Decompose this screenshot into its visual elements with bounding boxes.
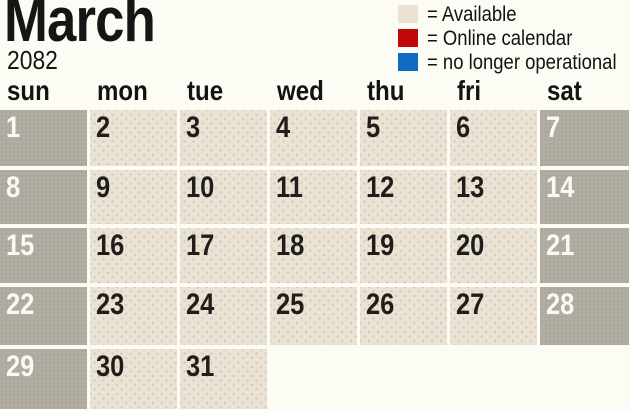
day-number: 27 — [456, 288, 485, 321]
day-number: 13 — [456, 171, 485, 204]
day-number: 25 — [276, 288, 305, 321]
day-cell-28[interactable]: 28 — [540, 287, 629, 345]
day-cell-5[interactable]: 5 — [360, 110, 447, 166]
day-number: 10 — [186, 171, 215, 204]
day-cell-17[interactable]: 17 — [180, 228, 267, 283]
legend-label-online-calendar: = Online calendar — [427, 26, 573, 50]
day-number: 29 — [6, 350, 35, 383]
day-cell-11[interactable]: 11 — [270, 170, 357, 224]
day-cell-7[interactable]: 7 — [540, 110, 629, 166]
no-longer-operational-swatch — [398, 53, 418, 71]
day-cell-21[interactable]: 21 — [540, 228, 629, 283]
day-cell-20[interactable]: 20 — [450, 228, 537, 283]
day-header-mon: mon — [97, 75, 148, 106]
day-number: 15 — [6, 229, 35, 262]
day-number: 2 — [96, 111, 111, 144]
day-number: 26 — [366, 288, 395, 321]
day-number: 1 — [6, 111, 21, 144]
day-number: 31 — [186, 350, 215, 383]
empty-cell — [270, 349, 357, 409]
legend-item-no-longer-operational: = no longer operational — [398, 50, 630, 74]
day-number: 14 — [546, 171, 575, 204]
day-number: 20 — [456, 229, 485, 262]
day-header-tue: tue — [187, 75, 224, 106]
legend-item-online-calendar: = Online calendar — [398, 26, 630, 50]
day-number: 23 — [96, 288, 125, 321]
day-header-thu: thu — [367, 75, 405, 106]
day-cell-4[interactable]: 4 — [270, 110, 357, 166]
day-header-fri: fri — [457, 75, 482, 106]
day-number: 24 — [186, 288, 215, 321]
day-cell-10[interactable]: 10 — [180, 170, 267, 224]
year-label: 2082 — [7, 47, 65, 73]
day-cell-27[interactable]: 27 — [450, 287, 537, 345]
day-cell-22[interactable]: 22 — [0, 287, 87, 345]
day-cell-23[interactable]: 23 — [90, 287, 177, 345]
available-swatch — [398, 5, 418, 23]
day-number: 18 — [276, 229, 305, 262]
empty-cell — [540, 349, 629, 409]
day-cell-14[interactable]: 14 — [540, 170, 629, 224]
day-cell-26[interactable]: 26 — [360, 287, 447, 345]
day-number: 9 — [96, 171, 111, 204]
day-number: 4 — [276, 111, 291, 144]
day-cell-15[interactable]: 15 — [0, 228, 87, 283]
month-title: March — [4, 0, 182, 52]
day-cell-3[interactable]: 3 — [180, 110, 267, 166]
day-number: 12 — [366, 171, 395, 204]
legend-item-available: = Available — [398, 2, 630, 26]
day-number: 5 — [366, 111, 381, 144]
legend-label-no-longer-operational: = no longer operational — [427, 50, 617, 74]
day-cell-1[interactable]: 1 — [0, 110, 87, 166]
day-cell-2[interactable]: 2 — [90, 110, 177, 166]
legend: = Available = Online calendar = no longe… — [398, 2, 630, 74]
day-cell-16[interactable]: 16 — [90, 228, 177, 283]
day-number: 17 — [186, 229, 215, 262]
day-cell-19[interactable]: 19 — [360, 228, 447, 283]
day-number: 30 — [96, 350, 125, 383]
day-header-wed: wed — [277, 75, 324, 106]
day-number: 19 — [366, 229, 395, 262]
day-header-sat: sat — [547, 75, 582, 106]
day-cell-30[interactable]: 30 — [90, 349, 177, 409]
day-cell-8[interactable]: 8 — [0, 170, 87, 224]
day-cell-25[interactable]: 25 — [270, 287, 357, 345]
calendar-grid: 1 2 3 4 5 6 7 8 9 10 11 12 13 14 15 16 17 18 19 20 21 22 23 24 2… — [0, 110, 629, 409]
empty-cell — [450, 349, 537, 409]
day-cell-18[interactable]: 18 — [270, 228, 357, 283]
day-header-sun: sun — [7, 75, 50, 106]
day-number: 11 — [276, 171, 303, 204]
year-label-text: 2082 — [7, 45, 58, 75]
day-header-row: sun mon tue wed thu fri sat — [0, 75, 630, 107]
day-cell-12[interactable]: 12 — [360, 170, 447, 224]
legend-label-available: = Available — [427, 2, 517, 26]
month-title-text: March — [4, 0, 156, 55]
day-number: 6 — [456, 111, 471, 144]
day-number: 7 — [546, 111, 561, 144]
day-number: 16 — [96, 229, 125, 262]
day-number: 8 — [6, 171, 21, 204]
day-cell-24[interactable]: 24 — [180, 287, 267, 345]
day-cell-31[interactable]: 31 — [180, 349, 267, 409]
day-cell-13[interactable]: 13 — [450, 170, 537, 224]
empty-cell — [360, 349, 447, 409]
day-cell-29[interactable]: 29 — [0, 349, 87, 409]
day-number: 28 — [546, 288, 575, 321]
day-number: 21 — [546, 229, 575, 262]
online-calendar-swatch — [398, 29, 418, 47]
day-number: 22 — [6, 288, 35, 321]
day-number: 3 — [186, 111, 201, 144]
day-cell-9[interactable]: 9 — [90, 170, 177, 224]
day-cell-6[interactable]: 6 — [450, 110, 537, 166]
